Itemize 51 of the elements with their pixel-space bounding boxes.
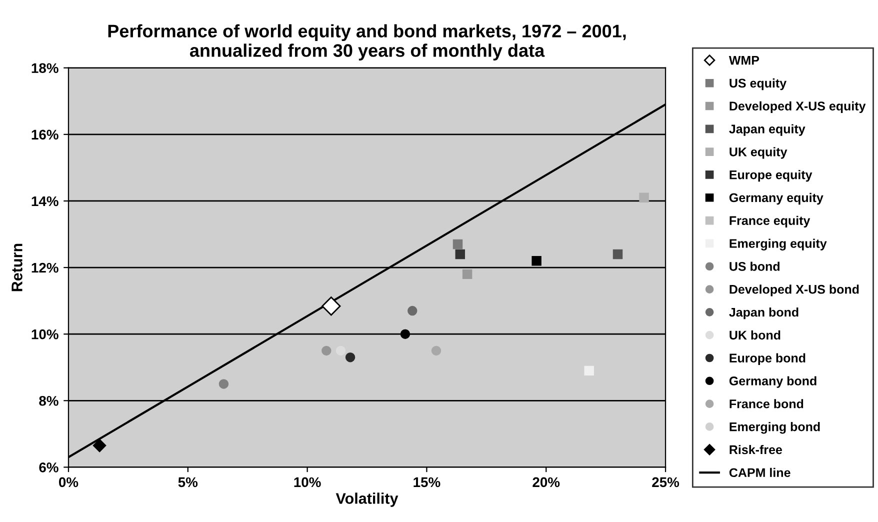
- legend-label: Emerging bond: [730, 422, 820, 434]
- point: [345, 352, 356, 362]
- x-tick-label: 10%: [294, 477, 321, 488]
- legend-label: US bond: [730, 262, 780, 271]
- legend-label: Developed X-US bond: [730, 284, 859, 296]
- legend-label: Developed X-US equity: [730, 101, 866, 113]
- point: [462, 269, 472, 280]
- point: [400, 329, 410, 339]
- legend-label: France equity: [730, 216, 810, 228]
- point: [408, 306, 418, 316]
- point: [431, 346, 442, 356]
- x-tick-label: 25%: [652, 477, 680, 488]
- legend-label: UK bond: [730, 330, 780, 340]
- x-tick-label: 20%: [532, 477, 560, 488]
- point: [612, 249, 623, 260]
- y-tick-label: 12%: [32, 262, 58, 273]
- y-tick-label: 8%: [39, 396, 58, 406]
- point: [322, 296, 341, 316]
- legend-label: Japan equity: [729, 124, 806, 136]
- y-tick-label: 6%: [39, 462, 58, 472]
- legend-label: CAPM line: [729, 468, 790, 478]
- x-tick-label: 5%: [178, 477, 198, 488]
- point: [218, 379, 229, 389]
- legend-label: Emerging equity: [730, 238, 827, 250]
- y-tick-label: 14%: [32, 196, 58, 206]
- legend-label: Japan bond: [729, 308, 798, 320]
- legend-label: WMP: [728, 56, 760, 65]
- y-tick-label: 10%: [32, 329, 58, 340]
- chart-title: Performance of world equity and bond markets, 1972 – 2001, annualized from 30 years of monthly data: [108, 24, 626, 60]
- legend-label: Germany bond: [729, 376, 816, 388]
- y-axis-title: Return: [12, 244, 22, 292]
- point: [322, 346, 332, 356]
- legend-label: Europe bond: [730, 353, 806, 365]
- legend-label: UK equity: [730, 147, 788, 159]
- y-tick-label: 16%: [32, 130, 58, 140]
- legend-label: Risk-free: [730, 444, 782, 454]
- point: [455, 249, 466, 260]
- point: [532, 256, 542, 266]
- x-tick-label: 0%: [58, 477, 78, 488]
- legend-label: France bond: [730, 399, 804, 408]
- point: [639, 192, 649, 203]
- point: [452, 239, 463, 250]
- y-tick-label: 18%: [32, 63, 58, 74]
- legend-label: Germany equity: [729, 192, 824, 205]
- point: [92, 438, 106, 452]
- legend-label: Europe equity: [730, 170, 812, 182]
- x-tick-label: 15%: [414, 477, 440, 488]
- point: [336, 346, 346, 356]
- legend-label: US equity: [730, 78, 786, 90]
- point: [584, 366, 594, 376]
- x-axis-title: Volatility: [336, 492, 398, 507]
